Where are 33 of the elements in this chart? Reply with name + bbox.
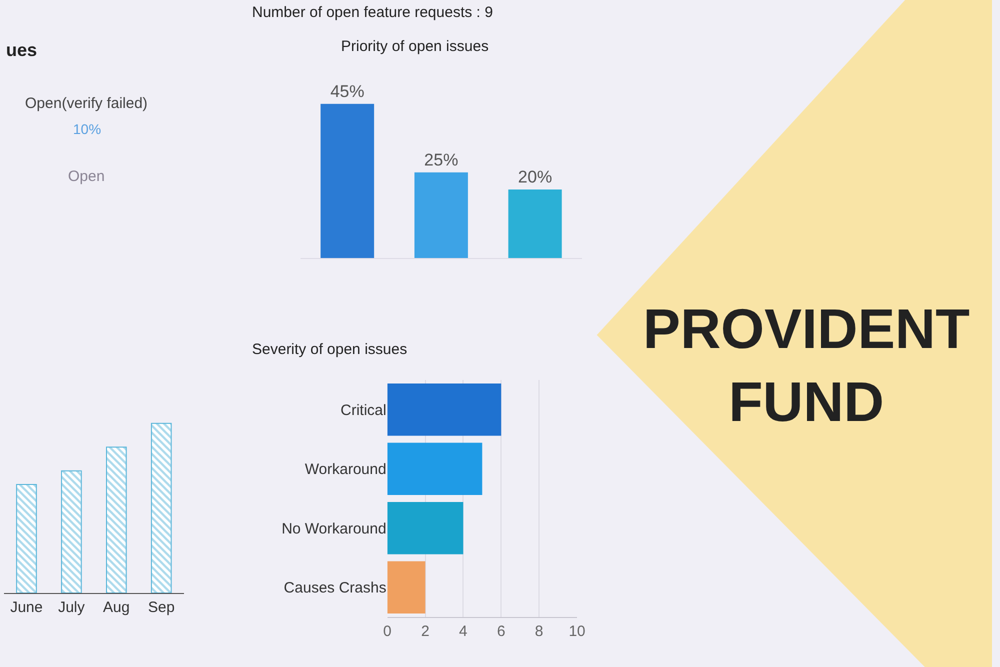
bar (150, 422, 172, 593)
x-tick-label: July (58, 599, 86, 616)
text: PROVIDENT FUND (643, 297, 970, 433)
bar (387, 561, 426, 614)
bar (16, 484, 37, 593)
bar (106, 446, 127, 593)
x-tick-label: June (10, 599, 43, 616)
text: 10% (73, 121, 102, 137)
data-label: 45% (330, 82, 364, 101)
x-tick-label: Aug (103, 599, 130, 616)
y-tick-label: No Workaround (282, 520, 386, 538)
chart-title: Severity of open issues (252, 341, 408, 358)
bar (61, 470, 82, 593)
y-tick-label: Causes Crashs (284, 580, 386, 597)
chart-title: Priority of open issues (341, 38, 489, 55)
x-tick-label: 8 (534, 623, 544, 640)
text: Open (68, 168, 105, 185)
x-tick-label: 4 (459, 623, 468, 640)
y-tick-label: Critical (340, 402, 386, 419)
text: ues (6, 40, 38, 60)
x-tick-label: 10 (568, 623, 586, 640)
y-tick-label: Workaround (304, 461, 386, 478)
data-label: 25% (424, 150, 458, 170)
x-tick-label: 2 (421, 623, 430, 640)
data-label: 20% (518, 168, 552, 187)
bar (387, 442, 482, 495)
x-tick-label: 0 (383, 623, 392, 640)
text: Number of open feature requests : 9 (252, 4, 493, 21)
bar (387, 384, 502, 436)
x-tick-label: 6 (496, 623, 506, 640)
bar (387, 502, 464, 554)
x-tick-label: Sep (148, 599, 175, 616)
text: Open(verify failed) (25, 95, 148, 112)
